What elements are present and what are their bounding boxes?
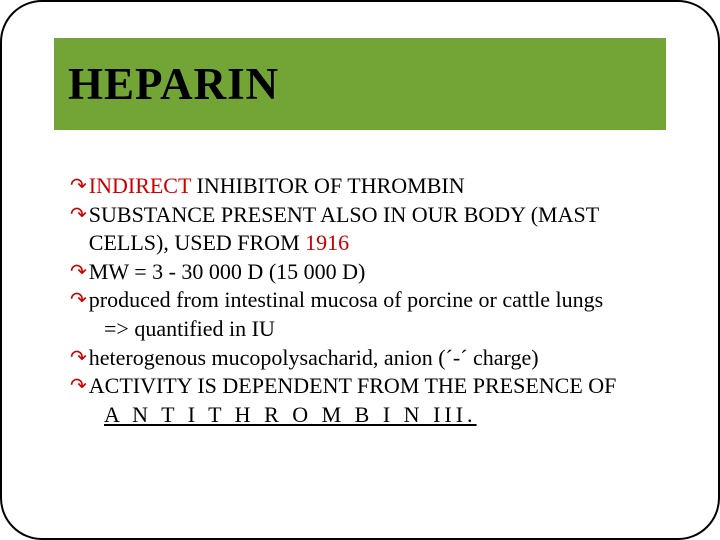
bullet-item: ↷produced from intestinal mucosa of porc… (70, 286, 666, 315)
slide-frame: HEPARIN ↷INDIRECT INHIBITOR OF THROMBIN↷… (0, 0, 720, 540)
bullet-text-highlight: INDIRECT (89, 173, 191, 198)
bullet-text-highlight: 1916 (305, 230, 349, 255)
bullet-item: ↷MW = 3 - 30 000 D (15 000 D) (70, 258, 666, 287)
bullet-text-segment: ACTIVITY IS DEPENDENT FROM THE PRESENCE … (89, 373, 617, 398)
bullet-text-segment: heterogenous mucopolysacharid, anion (´-… (89, 345, 539, 370)
bullet-item: ↷SUBSTANCE PRESENT ALSO IN OUR BODY (MAS… (70, 201, 666, 258)
bullet-text-segment: produced from intestinal mucosa of porci… (89, 287, 603, 312)
bullet-text: ACTIVITY IS DEPENDENT FROM THE PRESENCE … (89, 372, 666, 401)
bullet-list: ↷INDIRECT INHIBITOR OF THROMBIN↷SUBSTANC… (70, 172, 666, 429)
bullet-marker-icon: ↷ (70, 258, 87, 286)
bullet-marker-icon: ↷ (70, 201, 87, 229)
bullet-item: ↷ACTIVITY IS DEPENDENT FROM THE PRESENCE… (70, 372, 666, 401)
bullet-item: ↷heterogenous mucopolysacharid, anion (´… (70, 344, 666, 373)
bullet-text: SUBSTANCE PRESENT ALSO IN OUR BODY (MAST… (89, 201, 666, 258)
bullet-text: MW = 3 - 30 000 D (15 000 D) (89, 258, 666, 287)
bullet-text-segment: INHIBITOR OF THROMBIN (191, 173, 465, 198)
bullet-text: produced from intestinal mucosa of porci… (89, 286, 666, 315)
bullet-text: heterogenous mucopolysacharid, anion (´-… (89, 344, 666, 373)
bullet-item: ↷INDIRECT INHIBITOR OF THROMBIN (70, 172, 666, 201)
bullet-text-segment: MW = 3 - 30 000 D (15 000 D) (89, 259, 366, 284)
bullet-continuation: => quantified in IU (70, 315, 666, 344)
bullet-marker-icon: ↷ (70, 344, 87, 372)
bullet-marker-icon: ↷ (70, 172, 87, 200)
bullet-marker-icon: ↷ (70, 372, 87, 400)
slide-title: HEPARIN (68, 58, 279, 110)
title-bar: HEPARIN (54, 38, 666, 130)
spaced-underline-text: A N T I T H R O M B I N III. (104, 402, 477, 427)
bullet-continuation-spaced: A N T I T H R O M B I N III. (70, 401, 666, 430)
bullet-text: INDIRECT INHIBITOR OF THROMBIN (89, 172, 666, 201)
bullet-marker-icon: ↷ (70, 286, 87, 314)
